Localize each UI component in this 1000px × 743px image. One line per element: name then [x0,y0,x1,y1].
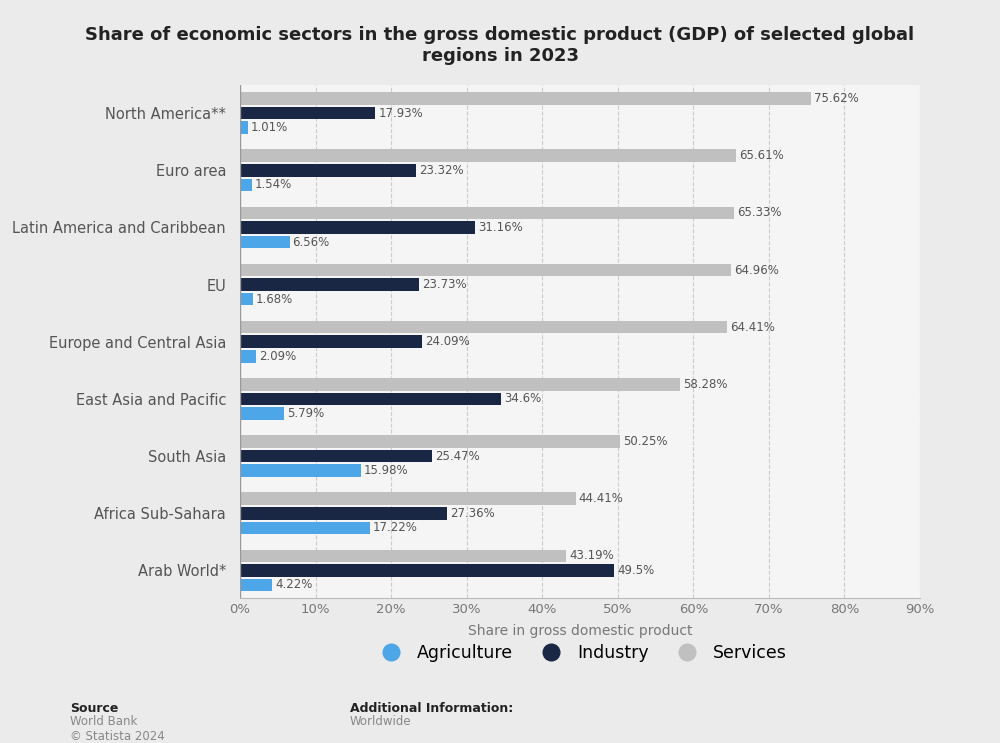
Text: 23.32%: 23.32% [419,163,464,177]
X-axis label: Share in gross domestic product: Share in gross domestic product [468,624,692,638]
Text: 43.19%: 43.19% [569,549,614,562]
Text: 50.25%: 50.25% [623,435,667,448]
Text: 65.61%: 65.61% [739,149,783,162]
Text: 44.41%: 44.41% [579,492,623,505]
Bar [240,279,419,291]
Bar [240,378,680,391]
Bar [240,178,252,191]
Bar [240,522,370,534]
Bar [240,450,432,462]
Bar [240,221,475,234]
Text: 64.41%: 64.41% [730,321,775,334]
Text: 1.01%: 1.01% [251,121,288,134]
Bar [240,507,447,519]
Text: Additional Information:: Additional Information: [350,702,513,715]
Bar [240,293,253,305]
Bar [240,164,416,177]
Bar [240,121,248,134]
Bar [240,149,736,162]
Bar [240,321,727,334]
Bar [240,579,272,591]
Text: 1.54%: 1.54% [255,178,292,192]
Text: 5.79%: 5.79% [287,407,324,420]
Bar [240,564,614,577]
Bar [240,550,566,562]
Text: 27.36%: 27.36% [450,507,494,520]
Text: 6.56%: 6.56% [293,236,330,249]
Bar [240,350,256,363]
Text: 49.5%: 49.5% [617,564,654,577]
Text: Source: Source [70,702,118,715]
Bar [240,392,501,405]
Bar [240,493,576,505]
Bar [240,107,375,120]
Text: 15.98%: 15.98% [364,464,408,477]
Bar [240,92,811,105]
Bar [240,435,620,448]
Text: 17.93%: 17.93% [378,107,423,120]
Bar [240,336,422,348]
Text: Share of economic sectors in the gross domestic product (GDP) of selected global: Share of economic sectors in the gross d… [85,26,915,65]
Text: 4.22%: 4.22% [275,579,312,591]
Text: 75.62%: 75.62% [814,92,859,105]
Text: 34.6%: 34.6% [504,392,542,406]
Text: 17.22%: 17.22% [373,522,418,534]
Bar [240,464,361,477]
Text: 25.47%: 25.47% [435,450,480,463]
Text: Worldwide: Worldwide [350,715,412,727]
Text: 65.33%: 65.33% [737,207,781,219]
Text: 24.09%: 24.09% [425,335,470,348]
Legend: Agriculture, Industry, Services: Agriculture, Industry, Services [366,637,794,669]
Text: 64.96%: 64.96% [734,264,779,276]
Bar [240,207,734,219]
Text: 2.09%: 2.09% [259,350,296,363]
Text: World Bank
© Statista 2024: World Bank © Statista 2024 [70,715,165,743]
Bar [240,236,290,248]
Bar [240,264,731,276]
Text: 58.28%: 58.28% [683,378,728,391]
Text: 23.73%: 23.73% [422,278,467,291]
Bar [240,407,284,420]
Text: 1.68%: 1.68% [256,293,293,305]
Text: 31.16%: 31.16% [478,221,523,234]
